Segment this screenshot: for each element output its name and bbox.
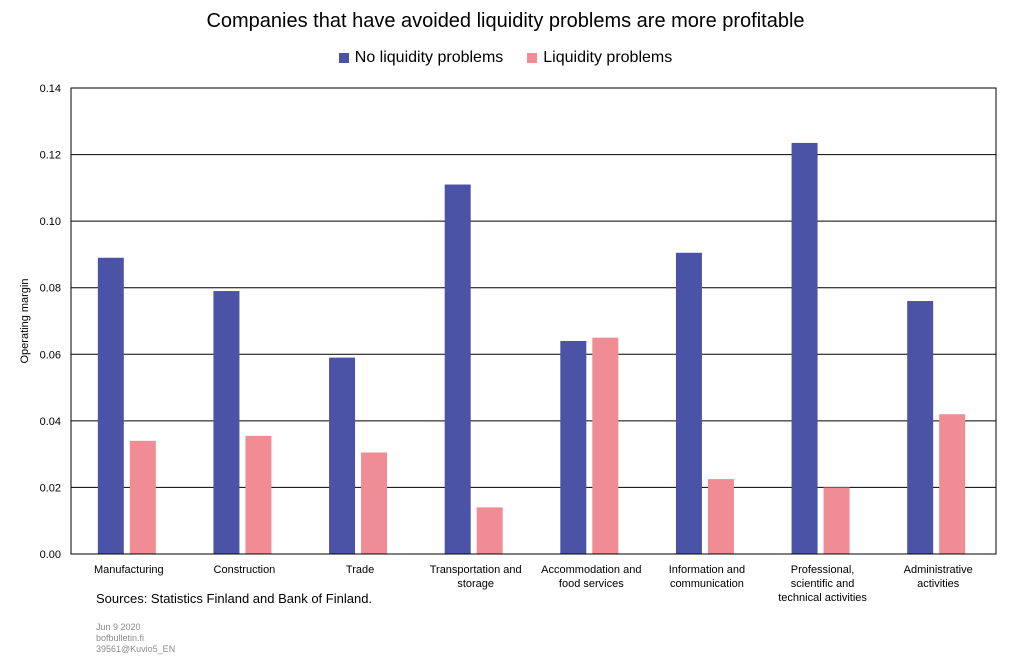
bar-liquidity-problems [245, 435, 272, 554]
bar-no-liquidity-problems [791, 142, 818, 554]
bar-liquidity-problems [361, 452, 388, 554]
y-tick-label: 0.00 [40, 549, 61, 561]
bar-liquidity-problems [707, 479, 734, 554]
bar-liquidity-problems [823, 487, 850, 554]
gridlines [71, 154, 996, 488]
y-tick-labels: 0.00 0.02 0.04 0.06 0.08 0.10 0.12 0.14 [40, 83, 61, 561]
legend-label-no-liquidity-problems: No liquidity problems [354, 49, 504, 66]
x-tick-label: Administrative activities [904, 564, 973, 590]
bar-no-liquidity-problems [907, 301, 934, 554]
legend-label-liquidity-problems: Liquidity problems [543, 49, 673, 66]
plot-frame [70, 87, 997, 555]
chart-title: Companies that have avoided liquidity pr… [206, 10, 805, 32]
x-tick-label: Professional, scientific and technical act… [778, 564, 867, 604]
y-axis-label: Operating margin [19, 279, 31, 364]
x-tick-label: Construction [214, 564, 276, 576]
legend-swatch-liquidity-problems [527, 53, 538, 63]
bar-no-liquidity-problems [329, 357, 356, 554]
y-tick-label: 0.02 [40, 482, 61, 494]
x-tick-label: Accommodation and food services [541, 564, 641, 590]
sources-note: Sources: Statistics Finland and Bank of … [96, 591, 373, 606]
bar-no-liquidity-problems [97, 257, 124, 554]
footer-id: 39561@Kuvio5_EN [96, 644, 176, 654]
bar-liquidity-problems [939, 414, 966, 554]
bar-liquidity-problems [129, 440, 156, 554]
bar-liquidity-problems [592, 337, 619, 554]
footer-date: Jun 9 2020 [96, 622, 141, 632]
bars [97, 142, 966, 554]
bar-no-liquidity-problems [213, 291, 240, 554]
y-tick-label: 0.14 [40, 83, 61, 95]
x-tick-label: Transportation and storage [430, 564, 522, 590]
legend-swatch-no-liquidity-problems [338, 53, 349, 63]
y-tick-label: 0.06 [40, 349, 61, 361]
footer: Jun 9 2020 bofbulletin.fi 39561@Kuvio5_E… [96, 622, 175, 655]
y-tick-label: 0.12 [40, 150, 61, 162]
legend: No liquidity problems Liquidity problems [0, 49, 1011, 67]
x-tick-label: Information and communication [669, 564, 745, 590]
footer-site: bofbulletin.fi [96, 633, 145, 643]
legend-item-no-liquidity-problems: No liquidity problems [338, 49, 504, 67]
x-tick-labels: Manufacturing Construction Trade Transporta… [94, 564, 973, 604]
x-tick-label: Manufacturing [94, 564, 164, 576]
y-tick-label: 0.10 [40, 216, 61, 228]
bar-no-liquidity-problems [560, 340, 587, 554]
x-tick-label: Trade [346, 564, 374, 576]
bar-liquidity-problems [476, 507, 503, 554]
legend-item-liquidity-problems: Liquidity problems [527, 49, 672, 67]
bar-no-liquidity-problems [675, 252, 702, 554]
y-tick-label: 0.08 [40, 283, 61, 295]
bar-no-liquidity-problems [444, 184, 471, 554]
y-tick-label: 0.04 [40, 416, 61, 428]
